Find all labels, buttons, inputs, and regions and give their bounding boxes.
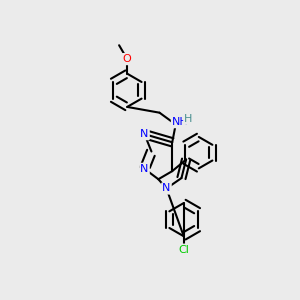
Text: NH: NH	[172, 117, 189, 127]
Text: Cl: Cl	[178, 245, 189, 255]
Text: N: N	[162, 184, 171, 194]
Text: N: N	[140, 164, 149, 174]
Text: H: H	[184, 114, 193, 124]
Text: O: O	[123, 54, 132, 64]
Text: N: N	[140, 129, 149, 139]
